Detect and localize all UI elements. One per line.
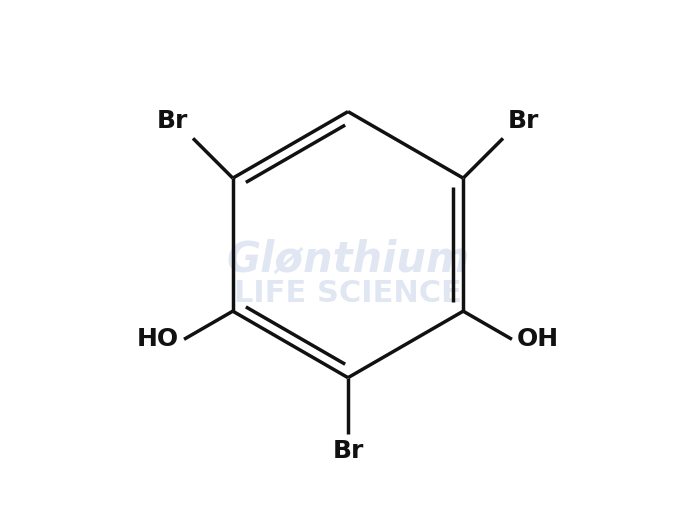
Text: HO: HO — [137, 327, 179, 352]
Text: Br: Br — [508, 109, 539, 133]
Text: Br: Br — [157, 109, 188, 133]
Text: Br: Br — [332, 439, 364, 463]
Text: Glønthium: Glønthium — [226, 239, 470, 281]
Text: OH: OH — [517, 327, 559, 352]
Text: LIFE SCIENCE: LIFE SCIENCE — [234, 279, 462, 308]
